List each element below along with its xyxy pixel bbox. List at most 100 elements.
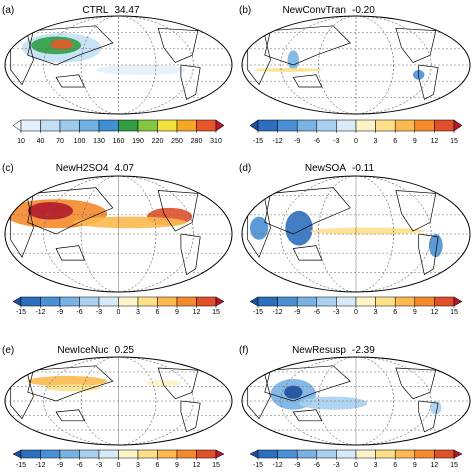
colorbar-bin [434,449,455,459]
colorbar-bin [20,296,41,307]
colorbar-tick-label: 12 [193,309,201,316]
field-blob [50,39,74,50]
coastline [395,190,437,232]
meridian [318,16,394,114]
field-blob [27,375,108,387]
colorbar-bin [40,449,61,459]
coastline [157,367,199,400]
panel-label: (c) [2,163,14,174]
colorbar-tick-label: 6 [156,462,160,469]
field-blob [284,385,303,399]
colorbar-bin [414,296,435,307]
field-blob [95,65,187,75]
panel: (e) NewIceNuc 0.25 -15 -12 -9 -6 -3 0 3 6 9 12 15 [2,345,233,469]
colorbar-bin [137,449,158,459]
coastline [27,365,114,402]
colorbar-tick-label: 6 [156,309,160,316]
coastline [180,233,201,276]
meridian [80,176,157,292]
coastline [55,245,86,261]
field-blob [253,67,322,72]
field-blob [299,396,368,410]
colorbar-bin [414,449,435,459]
colorbar-bin [196,296,217,307]
colorbar-tick-label: -15 [253,309,263,316]
colorbar-end [453,296,463,307]
colorbar-tick-label: -3 [333,138,339,145]
coastline [395,367,437,400]
map-border [4,356,233,446]
coastline [247,35,271,86]
colorbar-tick-label: 70 [56,138,64,145]
panel-label: (b) [239,5,251,16]
colorbar-bin [40,119,61,132]
panel-value: 4.07 [115,163,135,174]
colorbar-tick-label: -3 [333,462,339,469]
colorbar-bin [257,296,278,307]
map [5,16,232,114]
colorbar-tick-label: 9 [175,462,179,469]
panel: (c) NewH2SO4 4.07 -15 -12 -9 -6 -3 0 3 6 9 12 15 [2,163,233,316]
meridian [43,357,194,445]
colorbar-bin [375,119,396,132]
field-blob [310,227,425,235]
coastline [292,74,323,88]
colorbar-tick-label: 15 [212,462,220,469]
colorbar-bin [59,119,80,132]
colorbar-tick-label: -15 [16,462,26,469]
map [242,16,470,114]
panel-title: NewResusp [292,345,346,356]
colorbar-end [453,119,463,132]
colorbar-tick-label: -3 [96,462,102,469]
coastline [418,400,439,433]
meridian [280,357,432,445]
coastline [292,245,323,261]
field-blob [146,379,181,387]
colorbar-bin [355,119,376,132]
colorbar-tick-label: -6 [76,462,82,469]
colorbar-end [12,449,22,459]
field-blob [27,202,74,220]
map-border [4,15,233,115]
colorbar-tick-label: 0 [117,309,121,316]
colorbar-bin [277,119,298,132]
colorbar-bin [375,449,396,459]
panel-title: NewIceNuc [57,345,108,356]
panel-value: 34.47 [115,5,140,16]
panel: (f) NewResusp -2.39 -15 -12 -9 -6 -3 0 3 6 9 12 15 [239,345,471,469]
colorbar-tick-label: -3 [333,309,339,316]
colorbar-tick-label: 0 [354,462,358,469]
colorbar-tick-label: -3 [96,309,102,316]
meridian [280,16,432,114]
colorbar-tick-label: 3 [136,309,140,316]
coastline [292,409,323,422]
colorbar-end [249,296,259,307]
coastline [157,190,199,232]
coastline [247,374,271,420]
coastline [55,74,86,88]
colorbar-bin [296,449,318,459]
panel: (d) NewSOA -0.11 -15 -12 -9 -6 -3 0 3 6 9 12 15 [239,163,471,316]
colorbar-tick-label: 3 [374,309,378,316]
colorbar-tick-label: 9 [413,462,417,469]
meridian [43,176,194,292]
colorbar-tick-label: -12 [273,138,283,145]
colorbar-tick-label: 12 [431,462,439,469]
colorbar-tick-label: 100 [74,138,86,145]
colorbar-bin [98,119,119,132]
colorbar-tick-label: -12 [273,309,283,316]
colorbar-bin [176,449,197,459]
colorbar-bin [40,296,61,307]
colorbar-bin [20,119,41,132]
colorbar-bin [375,296,396,307]
panel-value: -0.11 [352,163,374,174]
panel-label: (a) [2,5,14,16]
map [5,176,232,292]
colorbar-tick-label: 10 [17,138,25,145]
colorbar-end [249,119,259,132]
panel-title: NewSOA [305,163,346,174]
colorbar-tick-label: 15 [212,309,220,316]
panel-title: CTRL [82,5,109,16]
colorbar-tick-label: 220 [152,138,164,145]
colorbar-bin [118,449,139,459]
